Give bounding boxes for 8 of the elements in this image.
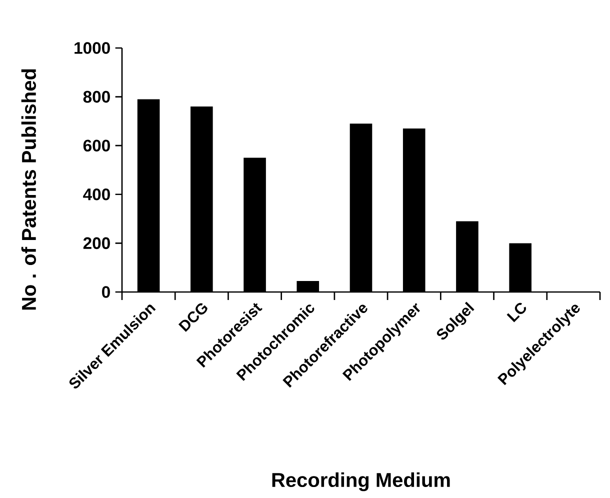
y-tick-label: 200 — [83, 237, 110, 250]
x-axis-title: Recording Medium — [272, 472, 450, 492]
y-tick-label: 400 — [83, 188, 110, 200]
y-tick-label: 800 — [83, 90, 110, 103]
y-tick-label: 1000 — [74, 42, 110, 54]
y-tick-label: 0 — [102, 286, 110, 298]
y-axis-title: No . of Patents Published — [21, 69, 36, 310]
y-tick-label: 600 — [83, 140, 110, 152]
